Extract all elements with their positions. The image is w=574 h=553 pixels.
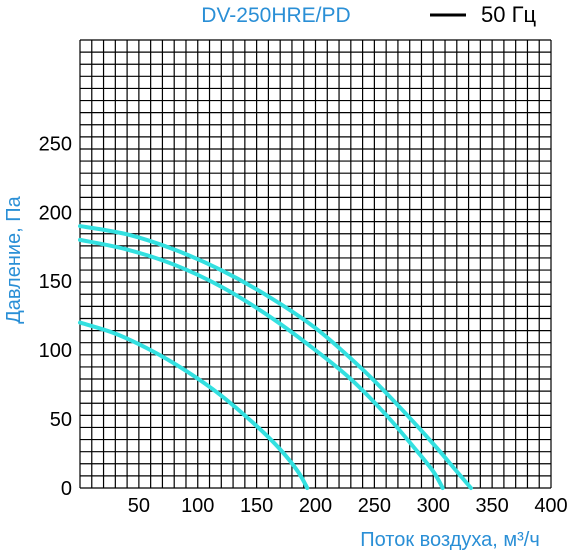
grid <box>79 39 552 489</box>
y-tick-label: 250 <box>39 133 72 155</box>
x-tick-label: 300 <box>417 495 450 517</box>
legend-label: 50 Гц <box>481 2 536 27</box>
chart-title: DV-250HRE/PD <box>201 4 350 27</box>
x-axis-ticks: 50 100 150 200 250 300 350 400 <box>128 495 568 517</box>
x-tick-label: 250 <box>358 495 391 517</box>
y-tick-label: 100 <box>39 340 72 362</box>
y-axis-ticks: 0 50 100 150 200 250 <box>39 133 72 500</box>
y-tick-label: 0 <box>61 478 72 500</box>
x-axis-label: Поток воздуха, м³/ч <box>360 529 540 551</box>
x-tick-label: 50 <box>128 495 150 517</box>
x-tick-label: 350 <box>475 495 508 517</box>
x-tick-label: 200 <box>299 495 332 517</box>
curves <box>78 224 473 490</box>
y-tick-label: 50 <box>50 409 72 431</box>
x-tick-label: 400 <box>534 495 567 517</box>
y-axis-label: Давление, Па <box>3 195 25 323</box>
series-line-1 <box>78 224 473 490</box>
y-tick-label: 150 <box>39 271 72 293</box>
x-tick-label: 150 <box>240 495 273 517</box>
series-line-3 <box>78 320 310 490</box>
series-line-2 <box>78 237 445 490</box>
y-tick-label: 200 <box>39 202 72 224</box>
x-tick-label: 100 <box>181 495 214 517</box>
